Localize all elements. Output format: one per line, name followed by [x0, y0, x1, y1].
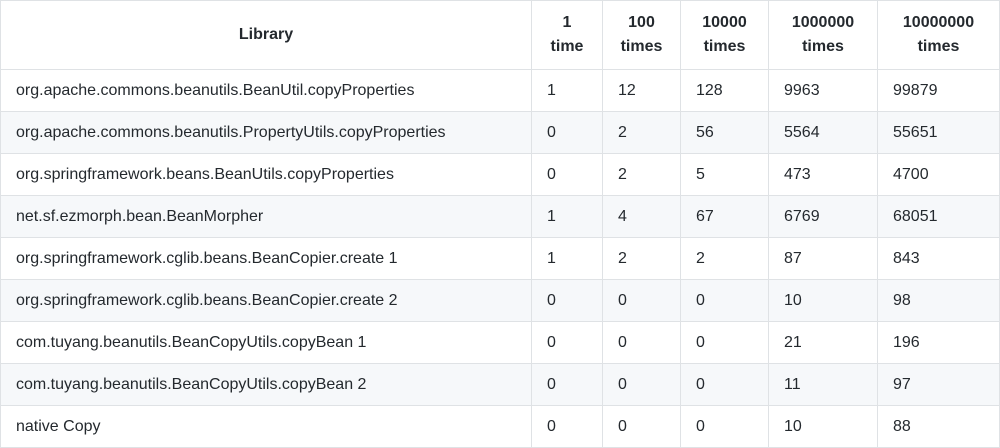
library-cell: org.springframework.cglib.beans.BeanCopi…: [0, 279, 532, 322]
time-cell: 0: [680, 321, 769, 364]
time-cell: 87: [768, 237, 878, 280]
time-cell: 9963: [768, 69, 878, 112]
header-text: 100 times: [620, 14, 663, 55]
time-cell: 0: [531, 363, 603, 406]
time-cell: 88: [877, 405, 1000, 448]
time-cell: 128: [680, 69, 769, 112]
time-cell: 10: [768, 279, 878, 322]
time-cell: 196: [877, 321, 1000, 364]
time-cell: 1: [531, 195, 603, 238]
time-cell: 2: [602, 111, 681, 154]
table-row: net.sf.ezmorph.bean.BeanMorpher 1 4 67 6769 6…: [0, 195, 1000, 238]
library-cell: org.springframework.beans.BeanUtils.copy…: [0, 153, 532, 196]
time-cell: 0: [602, 279, 681, 322]
time-cell: 0: [602, 405, 681, 448]
time-cell: 11: [768, 363, 878, 406]
time-cell: 1: [531, 237, 603, 280]
time-cell: 0: [602, 363, 681, 406]
library-cell: org.apache.commons.beanutils.PropertyUti…: [0, 111, 532, 154]
time-cell: 0: [531, 405, 603, 448]
header-cell: 1000000 times: [768, 0, 878, 70]
library-cell: com.tuyang.beanutils.BeanCopyUtils.copyB…: [0, 363, 532, 406]
time-cell: 55651: [877, 111, 1000, 154]
time-cell: 5: [680, 153, 769, 196]
table-row: com.tuyang.beanutils.BeanCopyUtils.copyB…: [0, 321, 1000, 364]
time-cell: 0: [602, 321, 681, 364]
header-text: 1 time: [550, 14, 584, 55]
header-text: Library: [238, 26, 294, 43]
table-row: org.apache.commons.beanutils.PropertyUti…: [0, 111, 1000, 154]
table-body: org.apache.commons.beanutils.BeanUtil.co…: [0, 69, 1000, 448]
time-cell: 0: [531, 153, 603, 196]
library-cell: org.apache.commons.beanutils.BeanUtil.co…: [0, 69, 532, 112]
time-cell: 473: [768, 153, 878, 196]
time-cell: 10: [768, 405, 878, 448]
library-cell: com.tuyang.beanutils.BeanCopyUtils.copyB…: [0, 321, 532, 364]
header-text: 10000000 times: [902, 14, 975, 55]
time-cell: 99879: [877, 69, 1000, 112]
table-row: com.tuyang.beanutils.BeanCopyUtils.copyB…: [0, 363, 1000, 406]
header-cell: 10000 times: [680, 0, 769, 70]
table-row: org.apache.commons.beanutils.BeanUtil.co…: [0, 69, 1000, 112]
table-header: Library 1 time 100 times 10000 times 1000000…: [0, 0, 1000, 70]
time-cell: 843: [877, 237, 1000, 280]
table-row: org.springframework.cglib.beans.BeanCopi…: [0, 237, 1000, 280]
header-cell: 1 time: [531, 0, 603, 70]
time-cell: 56: [680, 111, 769, 154]
table-row: org.springframework.cglib.beans.BeanCopi…: [0, 279, 1000, 322]
table-row: org.springframework.beans.BeanUtils.copy…: [0, 153, 1000, 196]
time-cell: 5564: [768, 111, 878, 154]
library-cell: native Copy: [0, 405, 532, 448]
time-cell: 4700: [877, 153, 1000, 196]
time-cell: 12: [602, 69, 681, 112]
header-row: Library 1 time 100 times 10000 times 1000000…: [0, 0, 1000, 70]
header-cell: 100 times: [602, 0, 681, 70]
time-cell: 0: [531, 279, 603, 322]
time-cell: 98: [877, 279, 1000, 322]
time-cell: 2: [680, 237, 769, 280]
time-cell: 2: [602, 153, 681, 196]
time-cell: 0: [680, 405, 769, 448]
time-cell: 2: [602, 237, 681, 280]
time-cell: 1: [531, 69, 603, 112]
header-cell: 10000000 times: [877, 0, 1000, 70]
time-cell: 0: [531, 321, 603, 364]
time-cell: 6769: [768, 195, 878, 238]
table-row: native Copy 0 0 0 10 88: [0, 405, 1000, 448]
time-cell: 4: [602, 195, 681, 238]
header-text: 1000000 times: [791, 14, 855, 55]
header-cell: Library: [0, 0, 532, 70]
time-cell: 21: [768, 321, 878, 364]
time-cell: 0: [531, 111, 603, 154]
library-cell: org.springframework.cglib.beans.BeanCopi…: [0, 237, 532, 280]
time-cell: 68051: [877, 195, 1000, 238]
time-cell: 67: [680, 195, 769, 238]
time-cell: 0: [680, 363, 769, 406]
time-cell: 97: [877, 363, 1000, 406]
time-cell: 0: [680, 279, 769, 322]
library-cell: net.sf.ezmorph.bean.BeanMorpher: [0, 195, 532, 238]
header-text: 10000 times: [702, 14, 747, 55]
